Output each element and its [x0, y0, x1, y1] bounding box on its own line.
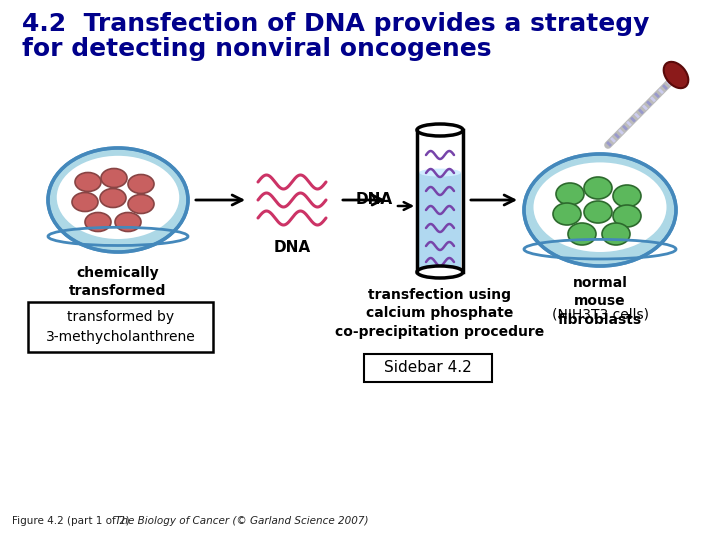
Ellipse shape — [128, 174, 154, 193]
Ellipse shape — [85, 213, 111, 232]
Text: transfection using
calcium phosphate
co-precipitation procedure: transfection using calcium phosphate co-… — [336, 288, 544, 339]
Ellipse shape — [613, 205, 641, 227]
Text: The Biology of Cancer (© Garland Science 2007): The Biology of Cancer (© Garland Science… — [115, 516, 369, 526]
Ellipse shape — [419, 168, 461, 177]
Ellipse shape — [613, 185, 641, 207]
Text: for detecting nonviral oncogenes: for detecting nonviral oncogenes — [22, 37, 492, 61]
Text: (NIH3T3 cells): (NIH3T3 cells) — [552, 308, 649, 322]
Ellipse shape — [534, 163, 667, 252]
Ellipse shape — [417, 266, 463, 278]
Bar — [419, 173, 461, 268]
Text: transformed by
3-methycholanthrene: transformed by 3-methycholanthrene — [45, 310, 195, 344]
Ellipse shape — [75, 172, 101, 192]
Ellipse shape — [584, 201, 612, 223]
Bar — [417, 130, 463, 272]
Ellipse shape — [101, 168, 127, 187]
Ellipse shape — [568, 223, 596, 245]
Text: normal
mouse
fibroblasts: normal mouse fibroblasts — [558, 276, 642, 327]
Ellipse shape — [48, 148, 188, 252]
Ellipse shape — [584, 177, 612, 199]
Ellipse shape — [128, 194, 154, 213]
Bar — [364, 354, 492, 382]
Ellipse shape — [556, 183, 584, 205]
Ellipse shape — [57, 156, 179, 239]
Ellipse shape — [664, 62, 688, 88]
Text: 4.2  Transfection of DNA provides a strategy: 4.2 Transfection of DNA provides a strat… — [22, 12, 649, 36]
Ellipse shape — [524, 154, 676, 266]
Ellipse shape — [100, 188, 126, 207]
Text: Figure 4.2 (part 1 of 2): Figure 4.2 (part 1 of 2) — [12, 516, 136, 526]
Text: Sidebar 4.2: Sidebar 4.2 — [384, 361, 472, 375]
Bar — [28, 302, 213, 352]
Ellipse shape — [553, 203, 581, 225]
Ellipse shape — [115, 213, 141, 232]
Ellipse shape — [72, 192, 98, 212]
Ellipse shape — [417, 124, 463, 136]
Text: chemically
transformed
mouse fibroblasts: chemically transformed mouse fibroblasts — [48, 266, 189, 317]
Ellipse shape — [602, 223, 630, 245]
Text: DNA: DNA — [356, 192, 393, 207]
Text: DNA: DNA — [274, 240, 310, 255]
